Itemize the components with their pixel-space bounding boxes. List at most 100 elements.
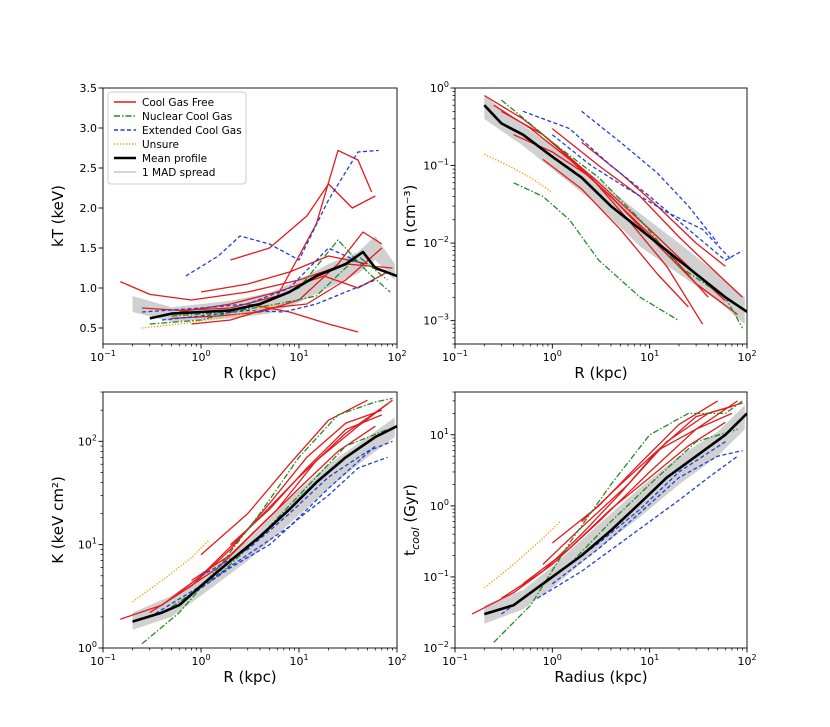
kt-mad-band bbox=[132, 236, 395, 322]
n-axes-frame bbox=[454, 87, 748, 345]
k-x-tick-label-1: 100 bbox=[191, 653, 210, 668]
k-series-unsure-11 bbox=[132, 539, 210, 603]
n-plot-content bbox=[483, 94, 747, 329]
n-x-tick-label-0: 10−1 bbox=[442, 349, 468, 364]
k-axes-frame bbox=[102, 391, 398, 649]
n-x-tick-label-1: 100 bbox=[543, 349, 562, 364]
kt-y-tick-label-1: 1.0 bbox=[80, 282, 98, 295]
k-y-axis-label: K (keV cm²) bbox=[49, 476, 67, 564]
tcool-series-cool-gas-free-5 bbox=[542, 402, 743, 565]
tcool-mad-band bbox=[484, 405, 745, 624]
n-series-mean-profile-13 bbox=[483, 104, 747, 313]
n-series-extended-cool-gas-10 bbox=[551, 134, 733, 261]
n-y-tick-label-3: 100 bbox=[430, 80, 449, 95]
k-series-cool-gas-free-2 bbox=[200, 399, 368, 556]
kt-panel: 10−1 100 101 102 0.5 1.0 1.5 2.0 2.5 3.0 3.5 R (kpc… bbox=[49, 82, 407, 382]
k-x-tick-label-2: 101 bbox=[289, 653, 308, 668]
legend-label-extended-cool-gas: Extended Cool Gas bbox=[142, 125, 242, 137]
tcool-series-mean-profile-12 bbox=[483, 412, 747, 616]
tcool-axes-frame bbox=[454, 391, 748, 649]
kt-series-nuclear-cool-gas-9 bbox=[171, 255, 388, 317]
k-plot-content bbox=[120, 397, 397, 645]
n-series-nuclear-cool-gas-7 bbox=[513, 182, 680, 322]
n-series-extended-cool-gas-11 bbox=[581, 110, 719, 244]
k-x-tick-label-3: 102 bbox=[387, 653, 406, 668]
legend: Cool Gas Free Nuclear Cool Gas Extended … bbox=[107, 91, 247, 185]
tcool-series-cool-gas-free-4 bbox=[581, 412, 733, 523]
kt-series-cool-gas-free-6 bbox=[200, 255, 368, 293]
kt-y-tick-label-2: 1.5 bbox=[80, 242, 98, 255]
k-series-nuclear-cool-gas-6 bbox=[141, 397, 393, 645]
n-series-cool-gas-free-4 bbox=[542, 158, 689, 308]
tcool-series-cool-gas-free-1 bbox=[501, 405, 733, 599]
kt-series-extended-cool-gas-11 bbox=[141, 247, 364, 313]
n-x-tick-label-3: 102 bbox=[737, 349, 756, 364]
kt-series-mean-profile-14 bbox=[149, 250, 397, 320]
kt-y-tick-label-6: 3.5 bbox=[80, 82, 98, 95]
n-series-cool-gas-free-2 bbox=[513, 134, 704, 325]
n-series-extended-cool-gas-9 bbox=[522, 110, 743, 261]
kt-x-axis-label: R (kpc) bbox=[223, 364, 276, 382]
tcool-x-axis-label: Radius (kpc) bbox=[554, 668, 647, 686]
tcool-y-tick-label-0: 10−2 bbox=[423, 640, 449, 655]
k-series-mean-profile-12 bbox=[132, 425, 397, 623]
kt-series-extended-cool-gas-12 bbox=[161, 279, 376, 321]
tcool-series-extended-cool-gas-8 bbox=[536, 455, 738, 599]
n-y-axis-label: n (cm⁻³) bbox=[401, 185, 419, 248]
kt-series-cool-gas-free-4 bbox=[191, 247, 383, 325]
k-x-tick-label-0: 10−1 bbox=[90, 653, 116, 668]
tcool-x-tick-label-2: 101 bbox=[640, 653, 659, 668]
legend-label-nuclear-cool-gas: Nuclear Cool Gas bbox=[142, 111, 232, 123]
kt-series-cool-gas-free-2 bbox=[230, 183, 376, 261]
kt-series-unsure-13 bbox=[141, 303, 278, 329]
n-y-tick-label-1: 10−2 bbox=[423, 235, 449, 250]
tcool-y-tick-label-1: 10−1 bbox=[423, 569, 449, 584]
tcool-series-extended-cool-gas-9 bbox=[551, 449, 743, 585]
kt-x-tick-label-1: 100 bbox=[191, 349, 210, 364]
kt-x-tick-label-0: 10−1 bbox=[90, 349, 116, 364]
tcool-x-tick-label-3: 102 bbox=[737, 653, 756, 668]
n-x-tick-label-2: 101 bbox=[640, 349, 659, 364]
tcool-series-cool-gas-free-2 bbox=[551, 400, 719, 544]
tcool-x-tick-label-0: 10−1 bbox=[442, 653, 468, 668]
k-series-extended-cool-gas-8 bbox=[185, 456, 388, 600]
tcool-y-tick-label-2: 100 bbox=[430, 498, 449, 513]
n-y-tick-label-2: 10−1 bbox=[423, 158, 449, 173]
n-series-cool-gas-free-3 bbox=[551, 128, 743, 298]
tcool-series-nuclear-cool-gas-6 bbox=[493, 400, 743, 643]
kt-series-cool-gas-free-5 bbox=[247, 303, 359, 333]
kt-plot-content bbox=[120, 149, 397, 333]
k-x-axis-label: R (kpc) bbox=[223, 668, 276, 686]
kt-axes-frame bbox=[102, 87, 398, 345]
legend-label-cool-gas-free: Cool Gas Free bbox=[142, 97, 214, 109]
legend-label-mean-profile: Mean profile bbox=[142, 153, 207, 165]
tcool-y-tick-label-3: 101 bbox=[430, 427, 449, 442]
tcool-x-tick-label-1: 100 bbox=[543, 653, 562, 668]
kt-y-tick-label-3: 2.0 bbox=[80, 202, 98, 215]
k-series-nuclear-cool-gas-7 bbox=[171, 428, 388, 608]
k-y-tick-label-0: 100 bbox=[78, 640, 97, 655]
n-series-cool-gas-free-6 bbox=[501, 110, 709, 298]
legend-frame bbox=[107, 91, 247, 185]
density-panel: 10−1 100 101 102 10−3 10−2 10−1 100 R (kpc) n (cm… bbox=[401, 80, 757, 382]
kt-y-axis-label: kT (keV) bbox=[49, 185, 67, 247]
kt-series-nuclear-cool-gas-8 bbox=[149, 239, 391, 325]
tcool-y-axis-label: tcool (Gyr) bbox=[401, 484, 422, 556]
kt-y-tick-label-4: 2.5 bbox=[80, 162, 98, 175]
n-series-unsure-12 bbox=[484, 153, 553, 193]
kt-x-tick-label-2: 101 bbox=[289, 349, 308, 364]
k-series-cool-gas-free-5 bbox=[191, 399, 393, 582]
n-y-tick-label-0: 10−3 bbox=[423, 313, 449, 328]
k-y-tick-label-2: 102 bbox=[78, 433, 97, 448]
k-series-cool-gas-free-4 bbox=[230, 414, 383, 546]
legend-label-unsure: Unsure bbox=[142, 139, 179, 151]
n-x-axis-label: R (kpc) bbox=[574, 364, 627, 382]
k-y-tick-label-1: 101 bbox=[78, 537, 97, 552]
k-series-extended-cool-gas-10 bbox=[149, 445, 376, 618]
kt-x-tick-label-3: 102 bbox=[387, 349, 406, 364]
tcool-plot-content bbox=[471, 400, 747, 643]
kt-y-tick-label-5: 3.0 bbox=[80, 122, 98, 135]
